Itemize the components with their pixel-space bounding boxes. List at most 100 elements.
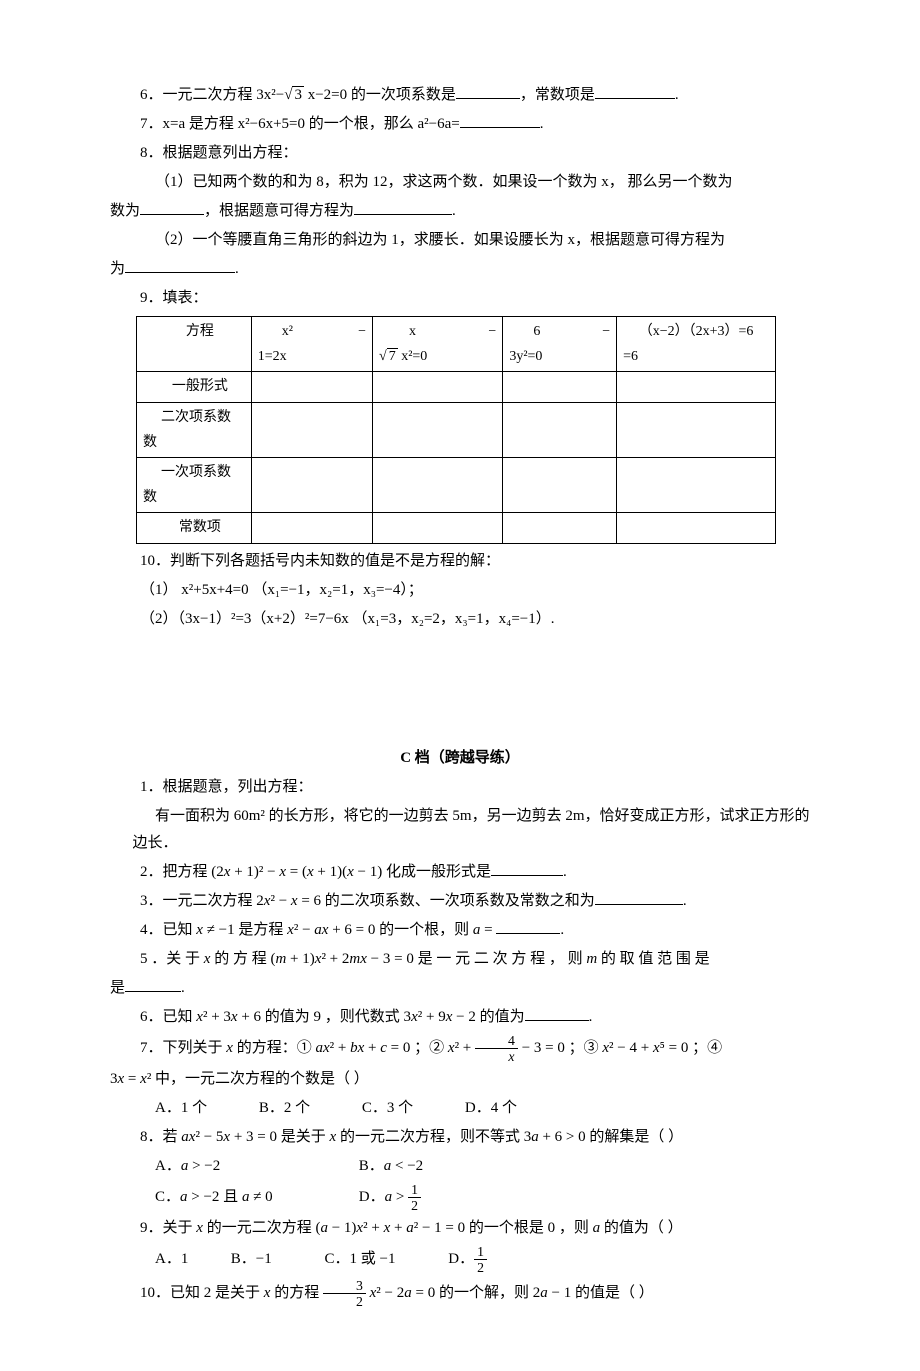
q6: 6．一元二次方程 3x²−√3 x−2=0 的一次项系数是，常数项是. [110,82,810,109]
q6-ta: 一元二次方程 3x²− [163,87,285,103]
qc7-opts: A．1 个 B．2 个 C．3 个 D．4 个 [110,1095,810,1122]
section-c-title: C 档（跨越导练） [110,745,810,772]
table-row: 方程 x²− 1=2x x− √7 x²=0 6− 3y²=0 （x−2）（2x… [137,317,776,372]
qc5-ta: 关 于 [166,951,204,967]
qc8-tb: ² − 5 [195,1129,223,1145]
cell[interactable] [617,513,776,543]
opt-c[interactable]: C．3 个 [362,1095,413,1122]
qc9-tb: 的一元二次方程 ( [203,1220,321,1236]
var-x: x [291,893,298,909]
q10-label: 10． [140,553,170,569]
qc7-tf: ² + [455,1040,475,1056]
q10: 10．判断下列各题括号内未知数的值是不是方程的解： [110,548,810,575]
var-ax: ax [315,1040,329,1056]
qc4-tf: . [560,922,564,938]
cell[interactable] [373,402,503,457]
q7-label: 7． [140,116,163,132]
qc6-tb: ² + 3 [203,1009,231,1025]
q8: 8．根据题意列出方程： [110,140,810,167]
c3c: 3y²=0 [509,344,610,369]
opt-a[interactable]: A．1 个 [155,1095,207,1122]
blank[interactable] [595,83,675,99]
q8-s2b: . [235,261,239,277]
n: 1 [408,1182,421,1198]
opt-a[interactable]: A．a > −2 [155,1153,355,1180]
opt-b[interactable]: B．−1 [231,1246,321,1273]
blank[interactable] [456,83,520,99]
q9-table: 方程 x²− 1=2x x− √7 x²=0 6− 3y²=0 （x−2）（2x… [136,316,776,544]
qc4-tb: ≠ −1 是方程 [203,922,287,938]
q8-label: 8． [140,145,163,161]
c1b: − [358,319,366,344]
opt-a[interactable]: A．1 [155,1246,227,1273]
blank[interactable] [460,112,540,128]
cell[interactable] [251,513,372,543]
qc8-label: 8． [140,1129,163,1145]
opt-d[interactable]: D．a > 12 [359,1189,421,1205]
oa: A． [155,1158,181,1174]
qc9-tg: 的值为（ ） [600,1220,683,1236]
blank[interactable] [125,976,181,992]
cell[interactable] [251,402,372,457]
opt-c[interactable]: C．a > −2 且 a ≠ 0 [155,1184,355,1211]
qc2-ta: 把方程 (2 [163,864,224,880]
qc2-td: + 1)( [314,864,347,880]
c2b: − [488,319,496,344]
oav: > −2 [188,1158,220,1174]
var-x: x [287,922,294,938]
q8-s2a: （2）一个等腰直角三角形的斜边为 1，求腰长．如果设腰长为 x，根据题意可得方程… [155,232,725,248]
blank[interactable] [525,1005,589,1021]
c2s: 7 [387,348,398,364]
qc6: 6．已知 x² + 3x + 6 的值为 9 ，则代数式 3x² + 9x − … [110,1004,810,1031]
cell[interactable] [503,457,617,512]
cell[interactable] [503,402,617,457]
cl2: 数 [143,485,245,510]
var-a: a [320,1220,328,1236]
qc3-ta: 一元二次方程 2 [163,893,264,909]
qc5-tf: 的 取 值 范 围 是 [597,951,710,967]
opt-b[interactable]: B．a < −2 [359,1158,423,1174]
od: D． [359,1189,385,1205]
opt-b[interactable]: B．2 个 [259,1095,310,1122]
opt-d[interactable]: D．12 [448,1251,487,1267]
cell[interactable] [617,457,776,512]
var-x: x [347,864,354,880]
qc5-line2: 是. [110,975,810,1002]
ocv: > −2 且 [188,1189,242,1205]
cell-quad: 二次项系数数 [137,402,252,457]
opt-c[interactable]: C．1 或 −1 [325,1246,445,1273]
var-x: x [140,1071,147,1087]
blank[interactable] [491,860,563,876]
qc7-label: 7． [140,1040,163,1056]
qc10: 10．已知 2 是关于 x 的方程 32 x² − 2a = 0 的一个解，则 … [110,1278,810,1309]
cell[interactable] [373,372,503,402]
qc6-label: 6． [140,1009,163,1025]
fraction: 12 [408,1182,421,1213]
den: x [475,1049,518,1064]
blank[interactable] [595,889,683,905]
qc5-tg: . [181,980,185,996]
qc3-label: 3． [140,893,163,909]
cell[interactable] [503,372,617,402]
blank[interactable] [140,199,204,215]
blank[interactable] [125,257,235,273]
qc8-opts2: C．a > −2 且 a ≠ 0 D．a > 12 [110,1182,810,1213]
cell[interactable] [373,457,503,512]
cell[interactable] [251,372,372,402]
blank[interactable] [496,918,560,934]
blank[interactable] [354,199,452,215]
c2c: x²=0 [398,349,428,364]
cell[interactable] [503,513,617,543]
qc7-ti: ⁵ = 0 ；④ [660,1040,722,1056]
cell[interactable] [617,402,776,457]
cell[interactable] [617,372,776,402]
var-m: m [586,951,597,967]
cell[interactable] [373,513,503,543]
cell[interactable] [251,457,372,512]
var-bx: bx [350,1040,364,1056]
qc3-td: . [683,893,687,909]
d: 2 [474,1260,487,1275]
qc10-ta: 已知 2 是关于 [170,1285,264,1301]
opt-d[interactable]: D．4 个 [465,1095,517,1122]
qc5-tc: + 1) [286,951,314,967]
